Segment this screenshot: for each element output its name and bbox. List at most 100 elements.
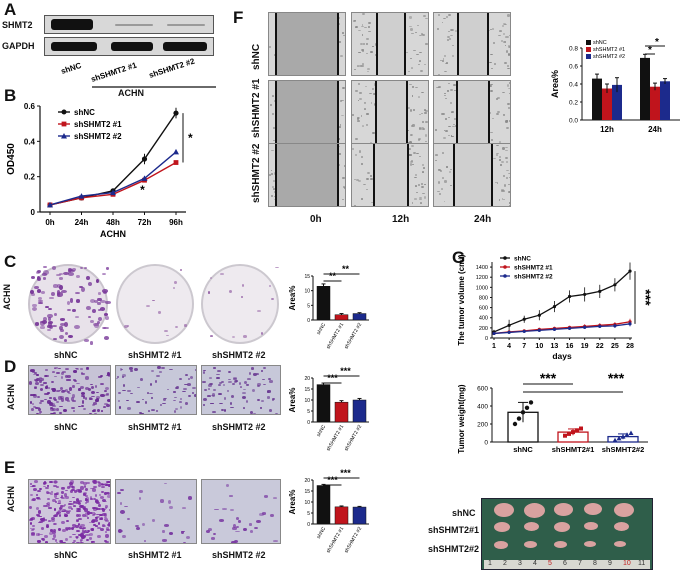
gw-y-tick-label: 600: [477, 386, 488, 393]
texture-dot: [158, 311, 162, 314]
texture-dot: [410, 57, 413, 60]
texture-dot: [64, 331, 69, 336]
texture-dot: [421, 171, 424, 173]
wound-image: [268, 12, 346, 76]
C-bar: [334, 314, 349, 321]
texture-dot: [75, 299, 80, 303]
texture-dot: [183, 324, 188, 327]
texture-dot: [47, 322, 52, 327]
texture-dot: [76, 367, 80, 371]
gw-point: [571, 430, 575, 435]
texture-dot: [424, 184, 427, 186]
texture-dot: [47, 329, 51, 332]
texture-dot: [243, 335, 247, 339]
b-sig-star: *: [140, 183, 145, 197]
gw-x-tick-label: shSHMT2#1: [552, 445, 595, 454]
texture-dot: [410, 109, 413, 112]
texture-dot: [52, 404, 56, 407]
texture-dot: [80, 392, 85, 396]
texture-dot: [103, 336, 110, 341]
texture-dot: [362, 13, 365, 16]
texture-dot: [162, 539, 167, 542]
texture-dot: [98, 493, 102, 496]
D-bar: [334, 401, 349, 423]
texture-dot: [104, 516, 107, 519]
texture-dot: [434, 154, 439, 156]
gv-point: [583, 292, 587, 297]
texture-dot: [272, 179, 275, 182]
texture-dot: [38, 401, 43, 405]
texture-dot: [43, 269, 50, 275]
texture-dot: [56, 485, 60, 488]
chart-g-volume: 0 200 400 600 800 1000 1200 1400 1 4 7 10 13 16 19 22 25…: [457, 254, 654, 361]
texture-dot: [142, 398, 145, 401]
texture-dot: [343, 34, 345, 37]
texture-dot: [64, 368, 70, 371]
texture-dot: [100, 482, 104, 485]
texture-dot: [446, 38, 450, 42]
texture-dot: [61, 289, 67, 293]
gv-series-line: [493, 270, 631, 333]
texture-dot: [506, 119, 509, 123]
texture-dot: [31, 306, 38, 312]
texture-dot: [202, 370, 206, 374]
texture-dot: [273, 497, 278, 499]
gv-point: [537, 328, 541, 332]
texture-dot: [53, 522, 57, 526]
texture-dot: [55, 273, 61, 277]
texture-dot: [36, 377, 40, 381]
texture-dot: [49, 493, 54, 496]
texture-dot: [57, 283, 61, 288]
texture-dot: [45, 487, 49, 490]
texture-dot: [80, 523, 85, 527]
texture-dot: [443, 130, 446, 132]
texture-dot: [366, 71, 370, 73]
texture-dot: [416, 153, 419, 155]
E-x-tick-label: shSHMT2 #2: [343, 526, 363, 554]
texture-dot: [69, 535, 72, 538]
wound-col-label-12h: 12h: [392, 214, 410, 225]
texture-dot: [496, 110, 500, 113]
texture-dot: [371, 45, 374, 48]
texture-dot: [41, 291, 45, 294]
texture-dot: [50, 412, 55, 414]
texture-dot: [69, 387, 72, 391]
texture-dot: [52, 498, 57, 502]
wound-image: [433, 12, 511, 76]
texture-dot: [45, 386, 48, 389]
texture-dot: [422, 127, 426, 131]
texture-dot: [91, 540, 96, 542]
texture-dot: [213, 388, 216, 392]
texture-dot: [496, 96, 500, 100]
texture-dot: [35, 374, 40, 376]
texture-dot: [76, 275, 81, 279]
texture-dot: [43, 317, 48, 322]
texture-dot: [78, 525, 82, 529]
texture-dot: [29, 485, 34, 488]
texture-dot: [242, 392, 246, 395]
tumor-specimen: [584, 503, 602, 515]
texture-dot: [106, 492, 110, 496]
texture-dot: [222, 508, 227, 510]
blot-label-gapdh: GAPDH: [2, 41, 35, 51]
texture-dot: [449, 171, 451, 174]
texture-dot: [262, 378, 266, 381]
ruler: 1 2 3 4 5 6 7 8 9 10 11: [484, 560, 650, 569]
texture-dot: [39, 380, 43, 384]
panel-c-label-shnc: shNC: [54, 350, 78, 360]
texture-dot: [71, 486, 75, 489]
texture-dot: [417, 139, 421, 141]
C-x-tick-label: shNC: [316, 322, 328, 336]
texture-dot: [36, 289, 41, 293]
texture-dot: [84, 514, 89, 518]
texture-dot: [504, 147, 508, 149]
texture-dot: [92, 404, 95, 407]
texture-dot: [361, 24, 364, 27]
texture-dot: [502, 91, 506, 93]
texture-dot: [508, 81, 510, 85]
texture-dot: [99, 307, 106, 312]
texture-dot: [51, 266, 56, 270]
texture-dot: [39, 542, 43, 543]
texture-dot: [416, 24, 419, 26]
texture-dot: [63, 493, 68, 497]
